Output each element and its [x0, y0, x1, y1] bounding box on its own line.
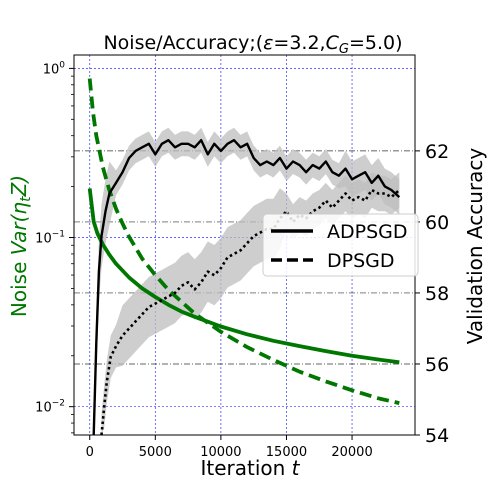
- y-left-axis: 100 10−1 10−2: [35, 60, 74, 434]
- legend: ADPSGD DPSGD: [262, 213, 419, 277]
- dpsgd-noise-line: [87, 78, 400, 405]
- y-right-axis: 54 56 58 60 62: [415, 141, 449, 447]
- y-left-tick-label: 100: [43, 60, 66, 77]
- y-right-tick-label: 60: [425, 212, 449, 234]
- x-tick-label: 20000: [331, 445, 372, 460]
- adpsgd-noise-line: [87, 188, 400, 365]
- dpsgd-accuracy-band: [101, 172, 400, 435]
- adpsgd-accuracy-band: [93, 127, 400, 436]
- y-right-axis-label: Validation Accuracy: [463, 148, 487, 345]
- legend-dpsgd-label: DPSGD: [327, 250, 395, 272]
- x-tick-label: 15000: [266, 445, 307, 460]
- x-tick-label: 10000: [200, 445, 241, 460]
- x-tick-label: 5000: [139, 445, 172, 460]
- x-axis: 0 5000 10000 15000 20000: [86, 435, 373, 460]
- y-left-axis-label: Noise Var(ηtZ): [7, 175, 34, 317]
- legend-adpsgd-label: ADPSGD: [327, 221, 408, 243]
- y-right-tick-label: 58: [425, 283, 449, 305]
- accuracy-bands: [93, 127, 400, 436]
- adpsgd-accuracy-line: [92, 138, 401, 436]
- series-layer: [87, 78, 401, 436]
- y-right-tick-label: 54: [425, 425, 449, 447]
- chart-title: Noise/Accuracy;(ε=3.2,CG=5.0): [103, 32, 402, 57]
- y-right-tick-label: 62: [425, 141, 449, 163]
- y-left-tick-label: 10−1: [35, 230, 65, 247]
- dpsgd-accuracy-line: [100, 188, 401, 436]
- x-axis-label: Iteration t: [200, 456, 300, 480]
- y-right-tick-label: 56: [425, 354, 449, 376]
- y-left-tick-label: 10−2: [35, 399, 65, 416]
- x-tick-label: 0: [86, 445, 94, 460]
